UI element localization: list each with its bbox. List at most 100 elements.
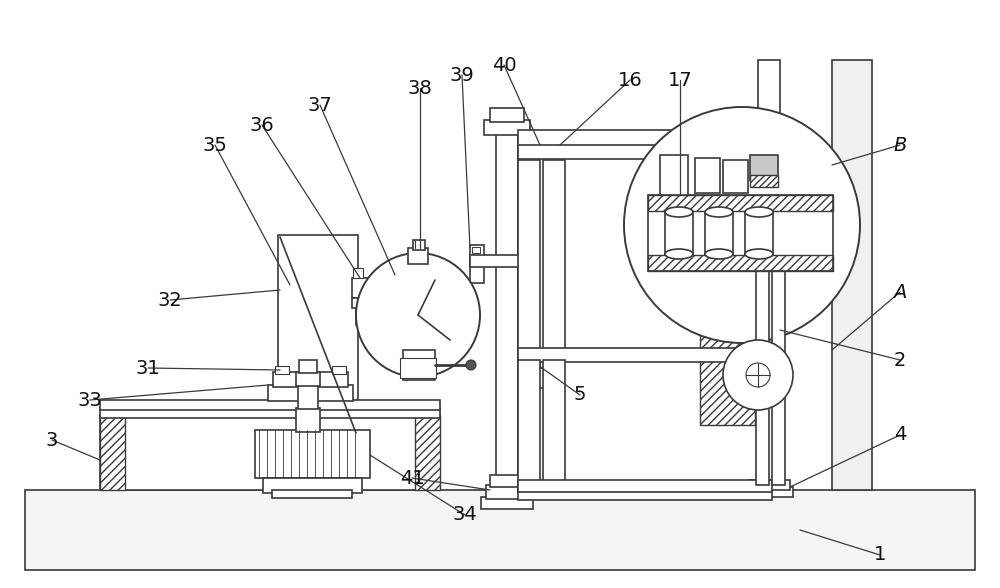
Bar	[665, 212, 693, 254]
Bar	[481, 497, 533, 509]
Bar	[296, 408, 320, 432]
Bar	[25, 490, 975, 570]
Bar	[100, 415, 125, 490]
Text: A: A	[893, 282, 907, 302]
Ellipse shape	[745, 249, 773, 259]
Bar	[353, 268, 363, 278]
Text: 33: 33	[78, 390, 102, 409]
Bar	[530, 355, 540, 373]
Bar	[100, 408, 440, 418]
Bar	[332, 366, 346, 374]
Bar	[832, 60, 872, 490]
Text: 38: 38	[408, 79, 432, 98]
Bar	[648, 255, 833, 271]
Bar	[268, 385, 353, 401]
Ellipse shape	[705, 207, 733, 217]
Ellipse shape	[705, 249, 733, 259]
Text: 40: 40	[492, 55, 516, 75]
Bar	[723, 160, 748, 193]
Bar	[472, 247, 480, 253]
Bar	[496, 130, 518, 500]
Bar	[748, 480, 790, 490]
Bar	[518, 160, 540, 350]
Circle shape	[624, 107, 860, 343]
Bar	[745, 212, 773, 254]
Bar	[100, 415, 440, 490]
Text: 32: 32	[158, 290, 182, 309]
Bar	[408, 248, 428, 264]
Bar	[298, 385, 318, 409]
Text: 3: 3	[46, 430, 58, 449]
Text: 37: 37	[308, 95, 332, 115]
Bar	[263, 478, 362, 493]
Text: 16: 16	[618, 71, 642, 89]
Bar	[518, 490, 772, 500]
Bar	[299, 360, 317, 373]
Text: 2: 2	[894, 350, 906, 369]
Bar	[695, 158, 720, 193]
Ellipse shape	[745, 207, 773, 217]
Bar	[543, 160, 565, 350]
Circle shape	[356, 253, 480, 377]
Text: 4: 4	[894, 426, 906, 445]
Bar	[484, 120, 530, 135]
Bar	[272, 490, 352, 498]
Text: 41: 41	[400, 469, 424, 487]
Text: 17: 17	[668, 71, 692, 89]
Text: 31: 31	[136, 359, 160, 377]
Bar	[518, 348, 768, 362]
Bar	[518, 480, 772, 492]
Bar	[403, 350, 435, 380]
Bar	[278, 235, 358, 435]
Bar	[273, 372, 348, 387]
Bar	[490, 475, 524, 487]
Bar	[352, 278, 418, 298]
Bar	[518, 130, 764, 146]
Bar	[413, 240, 425, 250]
Bar	[705, 212, 733, 254]
Bar	[486, 485, 528, 499]
Bar	[100, 400, 440, 410]
Bar	[408, 268, 418, 278]
Bar	[750, 155, 778, 180]
Bar	[660, 155, 688, 195]
Text: 39: 39	[450, 65, 474, 85]
Circle shape	[723, 340, 793, 410]
Ellipse shape	[665, 249, 693, 259]
Bar	[750, 175, 778, 187]
Ellipse shape	[665, 207, 693, 217]
Bar	[700, 330, 755, 425]
Circle shape	[746, 363, 770, 387]
Bar	[415, 415, 440, 490]
Bar	[518, 245, 532, 283]
Bar	[648, 195, 833, 271]
Circle shape	[466, 360, 476, 370]
Bar	[758, 60, 780, 490]
Text: 34: 34	[453, 506, 477, 524]
Bar	[255, 430, 370, 478]
Bar	[470, 245, 484, 283]
Bar	[470, 255, 532, 267]
Bar	[707, 185, 745, 201]
Text: 1: 1	[874, 546, 886, 564]
Bar	[700, 200, 752, 226]
Bar	[519, 247, 527, 253]
Bar	[532, 360, 550, 368]
Text: 35: 35	[203, 135, 227, 155]
Bar	[352, 298, 418, 308]
Bar	[772, 270, 785, 485]
Bar	[648, 195, 833, 211]
Bar	[543, 360, 565, 492]
Bar	[534, 368, 544, 388]
Bar	[706, 225, 746, 332]
Bar	[400, 358, 436, 378]
Bar	[275, 366, 289, 374]
Text: 5: 5	[574, 386, 586, 405]
Bar	[356, 290, 411, 312]
Bar	[518, 145, 764, 159]
Bar	[490, 108, 524, 122]
Text: 36: 36	[250, 115, 274, 135]
Bar	[518, 360, 540, 492]
Bar	[296, 372, 320, 386]
Bar	[745, 487, 793, 497]
